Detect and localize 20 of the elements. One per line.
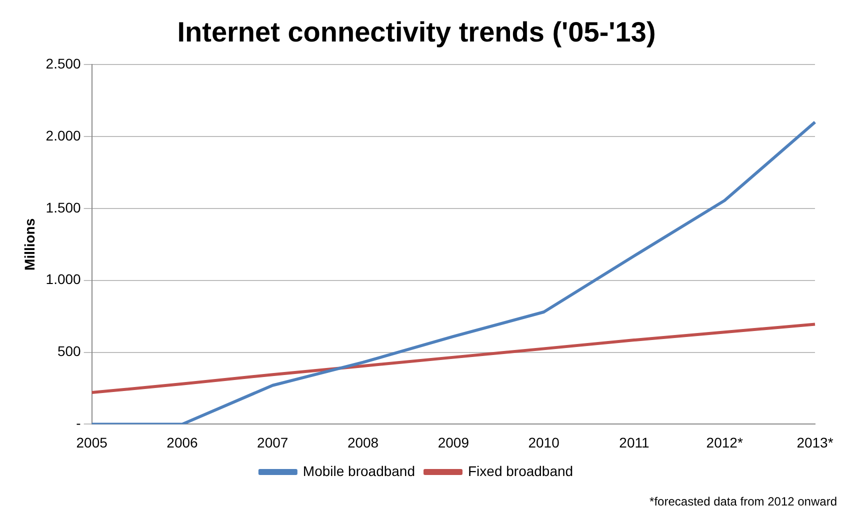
y-tick-label: 1.000 bbox=[46, 271, 82, 288]
y-tick-label: 2.000 bbox=[46, 127, 82, 144]
chart-title: Internet connectivity trends ('05-'13) bbox=[177, 16, 656, 48]
x-tick-label: 2012* bbox=[706, 434, 744, 450]
x-tick-label: 2011 bbox=[619, 434, 650, 450]
x-tick-label: 2008 bbox=[347, 434, 379, 450]
x-tick-label: 2013* bbox=[796, 434, 834, 450]
y-tick-label: 2.500 bbox=[46, 55, 82, 72]
x-tick-label: 2005 bbox=[76, 434, 108, 450]
legend-label: Mobile broadband bbox=[302, 462, 416, 479]
y-tick-label: 1.500 bbox=[46, 199, 82, 216]
legend-label: Fixed broadband bbox=[468, 462, 574, 479]
text: *forecasted data from 2012 onward bbox=[650, 494, 837, 508]
y-tick-label: - bbox=[76, 415, 82, 432]
x-tick-label: 2007 bbox=[257, 434, 288, 450]
x-tick-label: 2009 bbox=[438, 434, 470, 450]
y-axis-title: Millions bbox=[21, 218, 38, 270]
x-tick-label: 2010 bbox=[528, 434, 560, 450]
y-tick-label: 500 bbox=[57, 343, 82, 360]
x-tick-label: 2006 bbox=[166, 434, 198, 450]
